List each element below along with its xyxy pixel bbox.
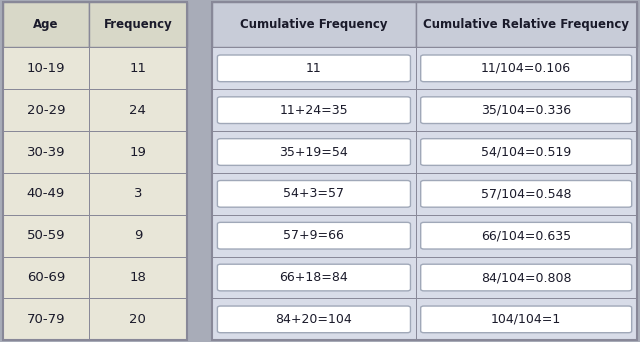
FancyBboxPatch shape xyxy=(218,181,410,207)
Bar xyxy=(212,2,415,48)
Text: 40-49: 40-49 xyxy=(27,187,65,200)
Text: 19: 19 xyxy=(129,145,147,158)
FancyBboxPatch shape xyxy=(420,222,632,249)
Text: 9: 9 xyxy=(134,229,142,242)
Bar xyxy=(415,131,637,173)
Bar xyxy=(89,299,187,340)
Bar xyxy=(3,2,187,340)
FancyBboxPatch shape xyxy=(420,264,632,291)
Bar xyxy=(89,48,187,89)
Text: 11: 11 xyxy=(129,62,147,75)
Text: 10-19: 10-19 xyxy=(27,62,65,75)
FancyBboxPatch shape xyxy=(218,264,410,291)
Text: Age: Age xyxy=(33,18,59,31)
Text: 3: 3 xyxy=(134,187,142,200)
Text: 104/104=1: 104/104=1 xyxy=(491,313,561,326)
FancyBboxPatch shape xyxy=(218,55,410,82)
Bar xyxy=(415,89,637,131)
FancyBboxPatch shape xyxy=(420,306,632,333)
Bar xyxy=(212,299,415,340)
Text: 11: 11 xyxy=(306,62,322,75)
Bar xyxy=(89,89,187,131)
Text: 30-39: 30-39 xyxy=(27,145,65,158)
Bar xyxy=(3,299,89,340)
Bar xyxy=(415,215,637,256)
Bar xyxy=(415,2,637,48)
Bar xyxy=(3,89,89,131)
Text: 20: 20 xyxy=(129,313,147,326)
FancyBboxPatch shape xyxy=(218,97,410,123)
Bar xyxy=(89,2,187,48)
Bar xyxy=(212,48,415,89)
Text: 11+24=35: 11+24=35 xyxy=(280,104,348,117)
FancyBboxPatch shape xyxy=(218,306,410,333)
Text: 84+20=104: 84+20=104 xyxy=(276,313,352,326)
Text: Cumulative Frequency: Cumulative Frequency xyxy=(240,18,388,31)
Bar xyxy=(212,89,415,131)
Bar xyxy=(3,215,89,256)
FancyBboxPatch shape xyxy=(420,97,632,123)
Bar xyxy=(212,215,415,256)
Bar xyxy=(415,299,637,340)
Bar xyxy=(3,256,89,299)
Bar xyxy=(89,215,187,256)
Text: 54+3=57: 54+3=57 xyxy=(284,187,344,200)
Bar xyxy=(89,256,187,299)
Text: 54/104=0.519: 54/104=0.519 xyxy=(481,145,572,158)
Text: 60-69: 60-69 xyxy=(27,271,65,284)
Bar xyxy=(415,48,637,89)
FancyBboxPatch shape xyxy=(420,55,632,82)
Text: Frequency: Frequency xyxy=(104,18,172,31)
Text: 18: 18 xyxy=(129,271,147,284)
Text: 84/104=0.808: 84/104=0.808 xyxy=(481,271,572,284)
Bar xyxy=(3,131,89,173)
FancyBboxPatch shape xyxy=(218,139,410,165)
Bar xyxy=(212,256,415,299)
Text: 35+19=54: 35+19=54 xyxy=(280,145,348,158)
Text: 57/104=0.548: 57/104=0.548 xyxy=(481,187,572,200)
Text: 50-59: 50-59 xyxy=(27,229,65,242)
Bar xyxy=(212,173,415,215)
Text: 70-79: 70-79 xyxy=(27,313,65,326)
Text: 66+18=84: 66+18=84 xyxy=(280,271,348,284)
Bar xyxy=(89,131,187,173)
FancyBboxPatch shape xyxy=(420,139,632,165)
Bar xyxy=(212,2,637,340)
Bar xyxy=(3,48,89,89)
Bar xyxy=(3,173,89,215)
Text: 57+9=66: 57+9=66 xyxy=(284,229,344,242)
Bar xyxy=(187,2,212,340)
Bar xyxy=(415,256,637,299)
Text: 66/104=0.635: 66/104=0.635 xyxy=(481,229,572,242)
FancyBboxPatch shape xyxy=(218,222,410,249)
Bar xyxy=(89,173,187,215)
Text: 11/104=0.106: 11/104=0.106 xyxy=(481,62,572,75)
Text: 35/104=0.336: 35/104=0.336 xyxy=(481,104,572,117)
Text: 24: 24 xyxy=(129,104,147,117)
Bar xyxy=(3,2,89,48)
Bar xyxy=(212,131,415,173)
Bar xyxy=(415,173,637,215)
Text: Cumulative Relative Frequency: Cumulative Relative Frequency xyxy=(423,18,629,31)
Text: 20-29: 20-29 xyxy=(27,104,65,117)
FancyBboxPatch shape xyxy=(420,181,632,207)
